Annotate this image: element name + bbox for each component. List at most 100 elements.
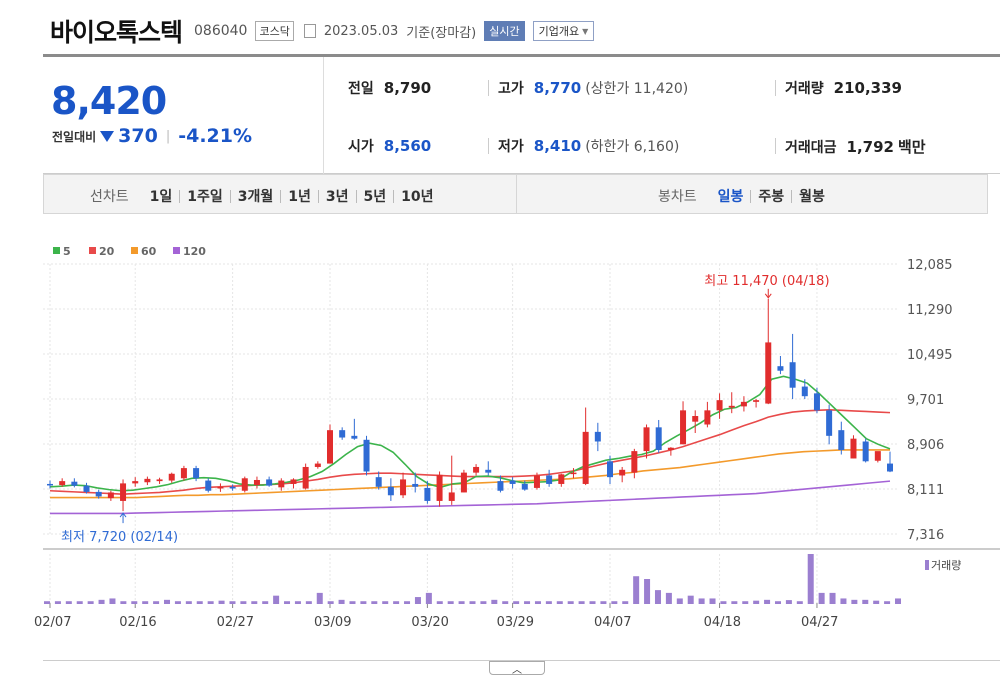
period-3m[interactable]: 3개월: [237, 189, 274, 205]
candle-body: [765, 342, 772, 404]
y-tick-label: 9,701: [907, 393, 944, 408]
candle-body: [107, 492, 114, 499]
amount-stat: 거래대금 1,792 백만: [785, 136, 926, 157]
candle-body: [241, 478, 248, 491]
volume-bar: [196, 601, 203, 604]
volume-bar: [327, 601, 334, 604]
volume-label: 거래량: [785, 81, 824, 97]
period-1y[interactable]: 1년: [288, 189, 311, 205]
volume-bar: [895, 598, 901, 604]
volume-bar: [742, 601, 749, 604]
volume-bar: [414, 597, 421, 604]
y-tick-label: 8,111: [907, 483, 944, 498]
y-tick-label: 11,290: [907, 303, 953, 318]
low-stat: 저가 8,410 (하한가 6,160): [498, 136, 679, 156]
chevron-down-icon: ▼: [582, 26, 589, 36]
ma60-line: [50, 449, 890, 499]
volume-bar: [87, 601, 94, 604]
candle-body: [473, 466, 480, 473]
volume-bar: [436, 601, 443, 604]
volume-bar: [393, 601, 400, 604]
market-badge: 코스닥: [255, 21, 294, 41]
volume-bar: [840, 598, 847, 604]
candle-body: [680, 410, 687, 445]
candle-body: [838, 430, 845, 450]
candle-body: [582, 431, 589, 484]
candle-body: [692, 416, 699, 422]
volume-bar: [818, 592, 825, 604]
volume-bar: [469, 601, 476, 604]
candle-body: [704, 410, 711, 425]
candle-chart-label: 봉차트: [658, 189, 697, 205]
lower-limit: (하한가 6,160): [585, 139, 680, 155]
candle-body: [509, 480, 516, 484]
candle-body: [558, 474, 565, 484]
period-daily[interactable]: 일봉: [717, 189, 744, 205]
candle-body: [655, 427, 662, 450]
period-weekly[interactable]: 주봉: [758, 189, 785, 205]
stock-name: 바이오톡스텍: [50, 18, 183, 47]
legend-label: 60: [141, 245, 157, 258]
volume-bar: [349, 601, 356, 604]
candle-body: [83, 485, 90, 492]
open-value: 8,560: [383, 137, 432, 155]
legend-swatch: [53, 247, 60, 254]
candle-body: [789, 362, 796, 388]
candle-body: [850, 438, 857, 459]
candle-body: [521, 483, 528, 490]
period-3y[interactable]: 3년: [325, 189, 349, 205]
volume-bar: [174, 601, 181, 604]
candle-body: [339, 430, 346, 438]
volume-bar: [524, 601, 531, 604]
volume-bar: [545, 601, 552, 604]
period-1w[interactable]: 1주일: [187, 189, 223, 205]
period-1d[interactable]: 1일: [149, 189, 173, 205]
collapse-chart-button[interactable]: ︿: [489, 661, 545, 676]
volume-bar: [120, 601, 127, 604]
prev-close-value: 8,790: [383, 79, 432, 97]
candle-body: [777, 366, 784, 371]
candle-body: [801, 386, 808, 397]
change-row: 전일대비 370 | -4.21%: [52, 125, 252, 147]
min-arrow-head: [119, 512, 127, 518]
volume-bar: [480, 601, 487, 604]
period-separator: [750, 189, 752, 203]
volume-bar: [382, 601, 389, 604]
max-annotation: 최고 11,470 (04/18): [704, 274, 829, 289]
candle-body: [144, 478, 151, 483]
x-tick-label: 03/20: [411, 615, 448, 630]
candle-body: [47, 483, 53, 486]
company-overview-button[interactable]: 기업개요 ▼: [532, 21, 595, 41]
volume-stat: 거래량 210,339: [785, 78, 902, 98]
stock-chart[interactable]: 12,085 11,290 10,495 9,701 8,906 8,111 7,316 02…: [0, 214, 1000, 661]
period-separator: [393, 189, 395, 203]
period-5y[interactable]: 5년: [363, 189, 387, 205]
period-separator: [355, 189, 357, 203]
candle-body: [887, 463, 893, 472]
stock-code: 086040: [194, 23, 248, 39]
candle-body: [485, 469, 492, 473]
change-value: 370: [118, 125, 158, 147]
stat-separator: [488, 80, 489, 96]
max-arrow-head: [764, 293, 772, 299]
realtime-button[interactable]: 실시간: [484, 21, 525, 41]
legend-label: 120: [183, 245, 206, 258]
y-tick-label: 12,085: [907, 258, 953, 273]
period-10y[interactable]: 10년: [401, 189, 434, 205]
legend-label: 20: [99, 245, 115, 258]
candle-body: [862, 441, 869, 462]
stock-header: 바이오톡스텍 086040 코스닥 2023.05.03 기준(장마감) 실시간…: [50, 14, 595, 48]
min-annotation: 최저 7,720 (02/14): [61, 530, 178, 545]
volume-bar: [76, 601, 83, 604]
period-monthly[interactable]: 월봉: [799, 189, 825, 205]
volume-bar: [556, 601, 563, 604]
period-separator: [317, 189, 319, 203]
candle-body: [667, 447, 674, 450]
volume-bar: [229, 601, 236, 604]
high-value: 8,770: [533, 79, 582, 97]
volume-bar: [665, 592, 672, 604]
volume-bar: [458, 601, 465, 604]
volume-bar: [371, 601, 378, 604]
stat-separator: [775, 138, 776, 154]
volume-bar: [262, 601, 269, 604]
